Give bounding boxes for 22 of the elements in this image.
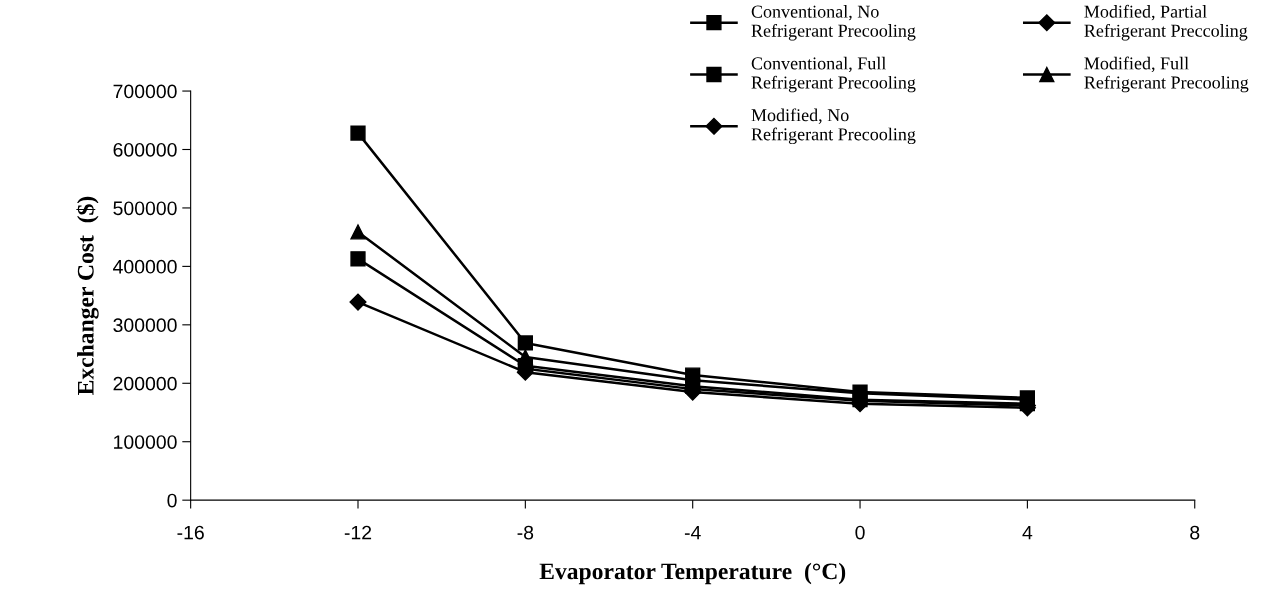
x-tick-label: 8 [1190,525,1200,540]
legend-label: Modified, Partial Refrigerant Preccoling [1084,4,1248,41]
legend-label: Modified, No Refrigerant Precooling [751,108,916,145]
x-tick-label: -12 [344,525,372,540]
x-tick-label: 0 [855,525,865,540]
y-tick-label: 0 [167,493,177,508]
x-tick-label: -16 [177,525,204,540]
x-axis-title: Evaporator Temperature (°C) [539,562,846,585]
x-tick-label: -8 [517,525,534,540]
y-tick-label: 200000 [113,376,177,391]
x-tick-label: 4 [1022,525,1033,540]
y-tick-label: 300000 [113,318,177,333]
y-tick-label: 500000 [113,201,177,216]
y-tick-label: 600000 [113,142,177,157]
y-tick-label: 100000 [114,435,177,449]
legend-label: Modified, Full Refrigerant Precooling [1084,56,1249,93]
y-axis-title: Exchanger Cost ($) [76,196,99,396]
y-tick-label: 400000 [113,259,177,274]
y-tick-label: 700000 [113,84,177,99]
legend-label: Conventional, Full Refrigerant Precooling [751,56,916,93]
legend-label: Conventional, No Refrigerant Precooling [751,5,916,41]
x-tick-label: -4 [684,525,701,540]
